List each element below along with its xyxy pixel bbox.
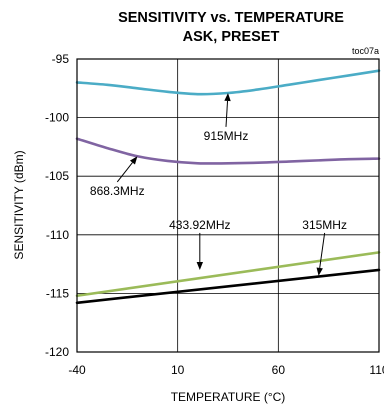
x-axis-label: TEMPERATURE (°C) (171, 390, 286, 404)
annotation-arrow-315mhz (319, 232, 326, 268)
chart-title: SENSITIVITY vs. TEMPERATURE (118, 10, 344, 26)
grid (77, 59, 379, 352)
y-tick-label: -105 (45, 169, 69, 183)
series-line-315mhz (75, 268, 381, 305)
x-tick-label: 10 (171, 363, 185, 377)
series-line-915mhz (75, 69, 381, 96)
annotation-arrow-915mhz (225, 100, 229, 127)
plot-frame (76, 58, 380, 353)
annotation-label-868-3mhz: 868.3MHz (90, 184, 145, 198)
x-tick-label: -40 (68, 363, 86, 377)
series-line-868-3mhz (75, 137, 381, 165)
annotation-arrowhead-915mhz (224, 92, 231, 102)
annotation-label-315mhz: 315MHz (302, 218, 347, 232)
y-axis-label: SENSITIVITY (dBm) (12, 150, 26, 259)
y-tick-label: -115 (46, 286, 69, 300)
annotation-arrowhead-868-3mhz (129, 156, 138, 165)
x-tick-label: 60 (272, 363, 286, 377)
annotation-arrow-868-3mhz (116, 162, 133, 183)
annotation-arrowhead-315mhz (316, 267, 323, 276)
series-line-433-92mhz (75, 251, 381, 298)
annotation-label-433-92mhz: 433.92MHz (169, 218, 230, 232)
annotation-label-915mhz: 915MHz (204, 129, 249, 143)
y-tick-label: -120 (45, 345, 69, 359)
annotations: 915MHz 868.3MHz 433.92MHz 315MHz (90, 92, 347, 276)
y-tick-label: -110 (46, 228, 69, 242)
chart-subtitle: ASK, PRESET (183, 29, 280, 45)
annotation-arrowhead-433-92mhz (196, 261, 204, 270)
y-tick-label: -100 (45, 111, 69, 125)
y-tick-label: -95 (52, 52, 70, 66)
x-tick-label: 110 (369, 363, 384, 377)
tick-labels: -40 10 60 110 -95 -100 -105 -110 -115 -120 (45, 52, 384, 377)
figure-code: toc07a (352, 46, 379, 56)
